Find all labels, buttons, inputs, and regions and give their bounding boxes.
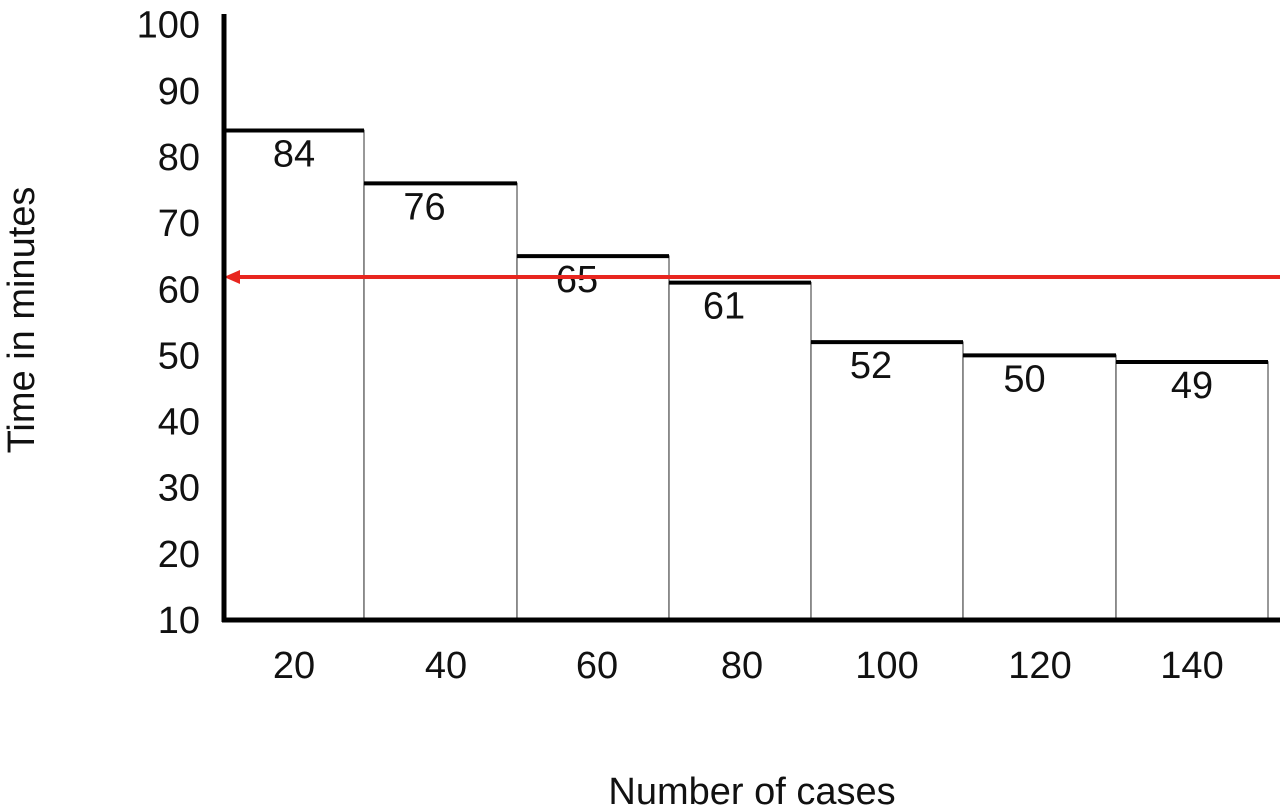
y-tick-label-30: 30 xyxy=(158,468,200,510)
data-label-60: 65 xyxy=(556,259,598,301)
bar-140 xyxy=(1115,361,1269,621)
y-tick-label-40: 40 xyxy=(158,402,200,444)
data-labels-group: 84 76 65 61 52 50 49 xyxy=(273,133,1213,407)
y-tick-label-70: 70 xyxy=(158,203,200,245)
bar-100 xyxy=(810,341,964,621)
x-tick-labels-group: 20 40 60 80 100 120 140 xyxy=(273,645,1224,687)
data-label-20: 84 xyxy=(273,133,315,175)
y-tick-label-60: 60 xyxy=(158,269,200,311)
reference-line-group xyxy=(224,270,1280,285)
bar-20 xyxy=(223,129,365,621)
x-tick-label-60: 60 xyxy=(576,645,618,687)
bars-group xyxy=(223,128,1269,621)
x-tick-label-40: 40 xyxy=(425,645,467,687)
y-tick-label-10: 10 xyxy=(158,600,200,642)
x-tick-label-120: 120 xyxy=(1008,645,1071,687)
y-tick-labels-group: 100 90 80 70 60 50 40 30 20 10 xyxy=(137,5,200,642)
data-label-80: 61 xyxy=(703,286,745,328)
y-tick-label-50: 50 xyxy=(158,335,200,377)
x-tick-label-140: 140 xyxy=(1160,645,1223,687)
x-tick-label-20: 20 xyxy=(273,645,315,687)
x-tick-label-100: 100 xyxy=(855,645,918,687)
x-tick-label-80: 80 xyxy=(721,645,763,687)
y-axis-label: Time in minutes xyxy=(1,187,43,454)
bar-60 xyxy=(516,255,670,621)
y-tick-label-90: 90 xyxy=(158,71,200,113)
y-tick-label-20: 20 xyxy=(158,534,200,576)
data-label-40: 76 xyxy=(403,186,445,228)
axes-group xyxy=(221,14,1280,623)
y-tick-label-80: 80 xyxy=(158,137,200,179)
y-tick-label-100: 100 xyxy=(137,5,200,47)
bar-80 xyxy=(668,281,812,621)
data-label-100: 52 xyxy=(850,345,892,387)
data-label-140: 49 xyxy=(1171,365,1213,407)
data-label-120: 50 xyxy=(1003,358,1045,400)
x-axis-label: Number of cases xyxy=(608,771,895,810)
bar-40 xyxy=(363,182,518,621)
reference-arrow-icon xyxy=(224,270,240,285)
